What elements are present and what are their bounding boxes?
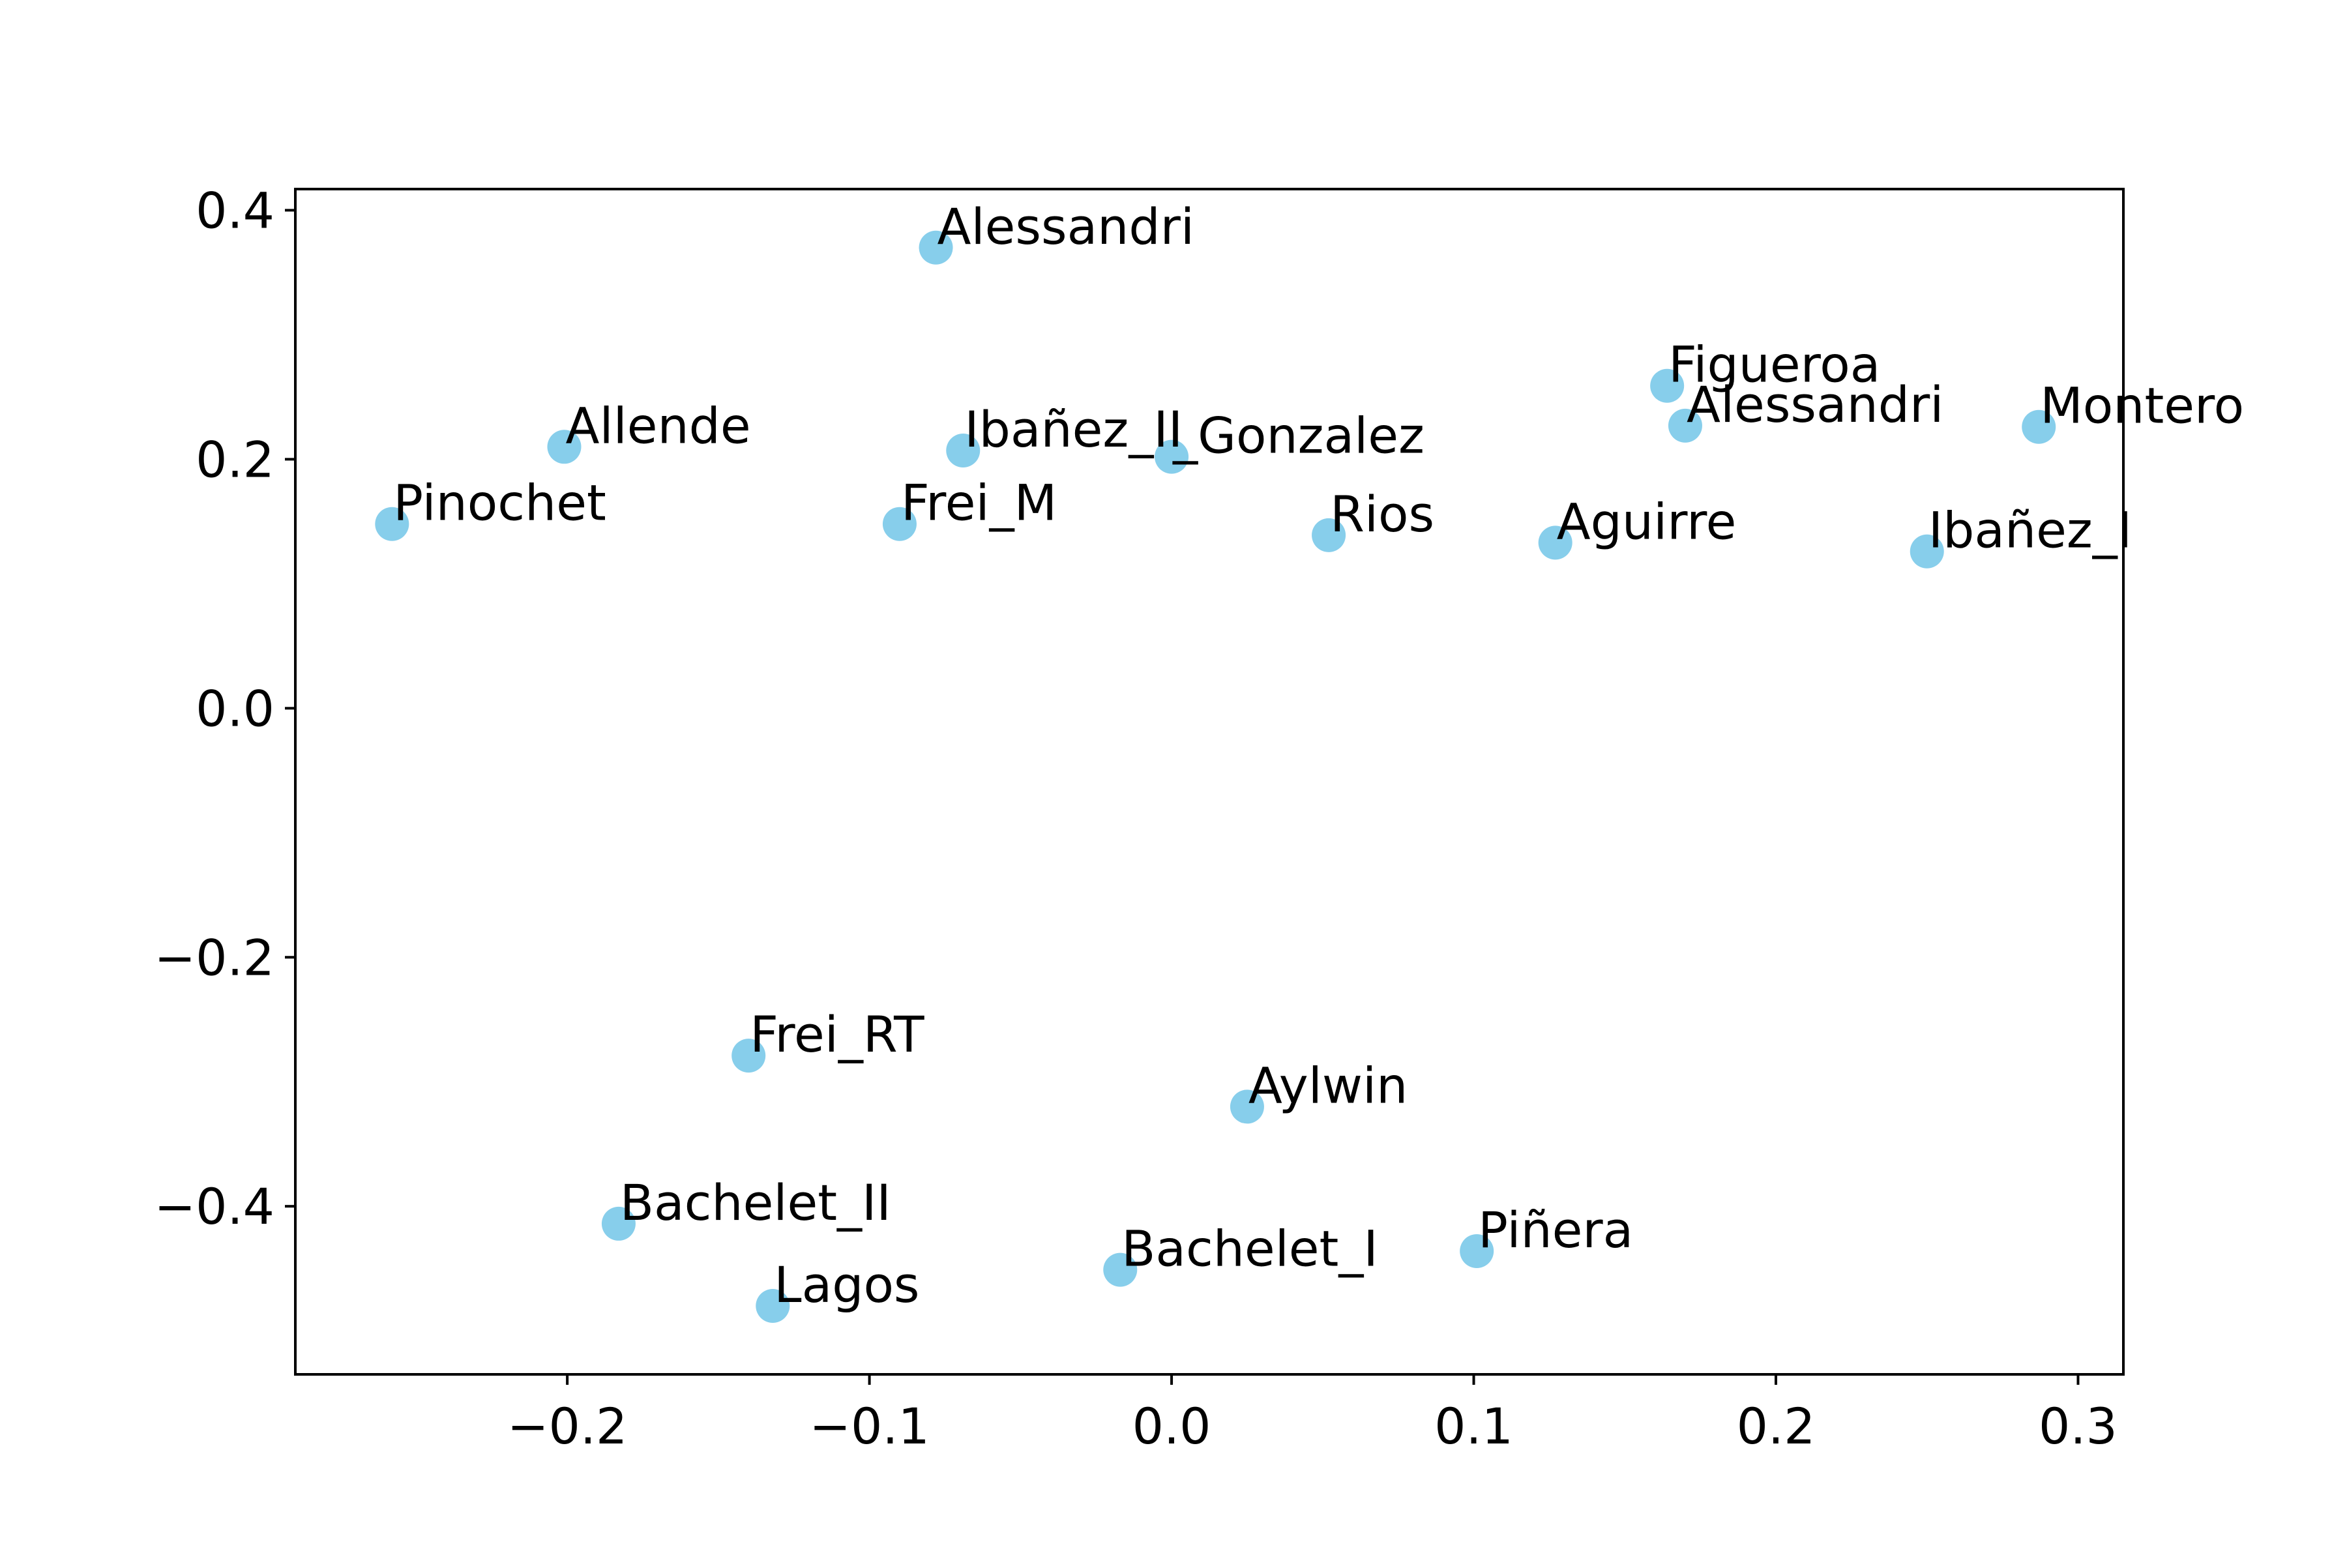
point-label: Pinochet: [393, 474, 606, 532]
scatter-point: [1650, 368, 1685, 403]
scatter-point: [1103, 1252, 1138, 1287]
scatter-point: [756, 1288, 790, 1323]
scatter-point: [731, 1039, 766, 1073]
x-tick-label: 0.3: [2039, 1397, 2118, 1455]
point-label: Aguirre: [1557, 492, 1737, 550]
point-label: Bachelet_II: [620, 1174, 891, 1232]
point-label: Piñera: [1478, 1201, 1633, 1259]
point-label: Alessandri: [937, 198, 1194, 256]
y-axis: 0.4 0.2 0.0 −0.2 −0.4: [154, 181, 295, 1235]
scatter-point: [2022, 409, 2056, 444]
point-label: Frei_RT: [750, 1005, 924, 1063]
point-label: Alessandri: [1687, 376, 1943, 434]
scatter-point: [1155, 439, 1189, 474]
x-tick-label: −0.1: [809, 1397, 930, 1455]
scatter-point: [946, 434, 981, 468]
point-label: Montero: [2040, 377, 2244, 435]
point-label: Bachelet_I: [1121, 1220, 1378, 1278]
point-label: _Gonzalez: [1172, 407, 1424, 465]
point-label: Rios: [1330, 485, 1434, 543]
scatter-point: [1460, 1234, 1494, 1268]
plot-area-frame: [294, 188, 2125, 1376]
x-tick-label: 0.1: [1434, 1397, 1513, 1455]
x-tick-label: −0.2: [507, 1397, 628, 1455]
y-tick-label: 0.2: [196, 430, 274, 488]
points-layer: [375, 230, 2056, 1323]
point-label: Ibañez_II: [964, 400, 1183, 458]
scatter-point: [375, 507, 409, 541]
scatter-point: [601, 1206, 636, 1241]
point-label: Aylwin: [1248, 1056, 1408, 1114]
point-label: Frei_M: [901, 474, 1057, 532]
scatter-point: [882, 507, 917, 541]
x-tick-label: 0.2: [1737, 1397, 1816, 1455]
scatter-point: [1910, 534, 1944, 569]
x-tick-label: 0.0: [1132, 1397, 1211, 1455]
scatter-point: [1668, 408, 1702, 443]
y-tick-label: −0.2: [154, 928, 274, 986]
y-tick-label: 0.4: [196, 181, 274, 239]
x-axis: −0.2 −0.1 0.0 0.1 0.2 0.3: [507, 1374, 2118, 1455]
y-tick-label: −0.4: [154, 1177, 274, 1235]
scatter-point: [919, 230, 953, 265]
point-label: Figueroa: [1668, 336, 1880, 394]
scatter-point: [1312, 518, 1346, 552]
point-label: Lagos: [774, 1256, 919, 1314]
scatter-point: [1538, 525, 1572, 560]
point-label: Allende: [565, 396, 750, 454]
point-labels-layer: Alessandri Allende Pinochet Ibañez_II Frei_M…: [393, 198, 2244, 1314]
point-label: Ibañez_I: [1928, 501, 2132, 559]
scatter-point: [1230, 1089, 1264, 1124]
scatter-point: [547, 430, 582, 464]
y-tick-label: 0.0: [196, 679, 274, 737]
